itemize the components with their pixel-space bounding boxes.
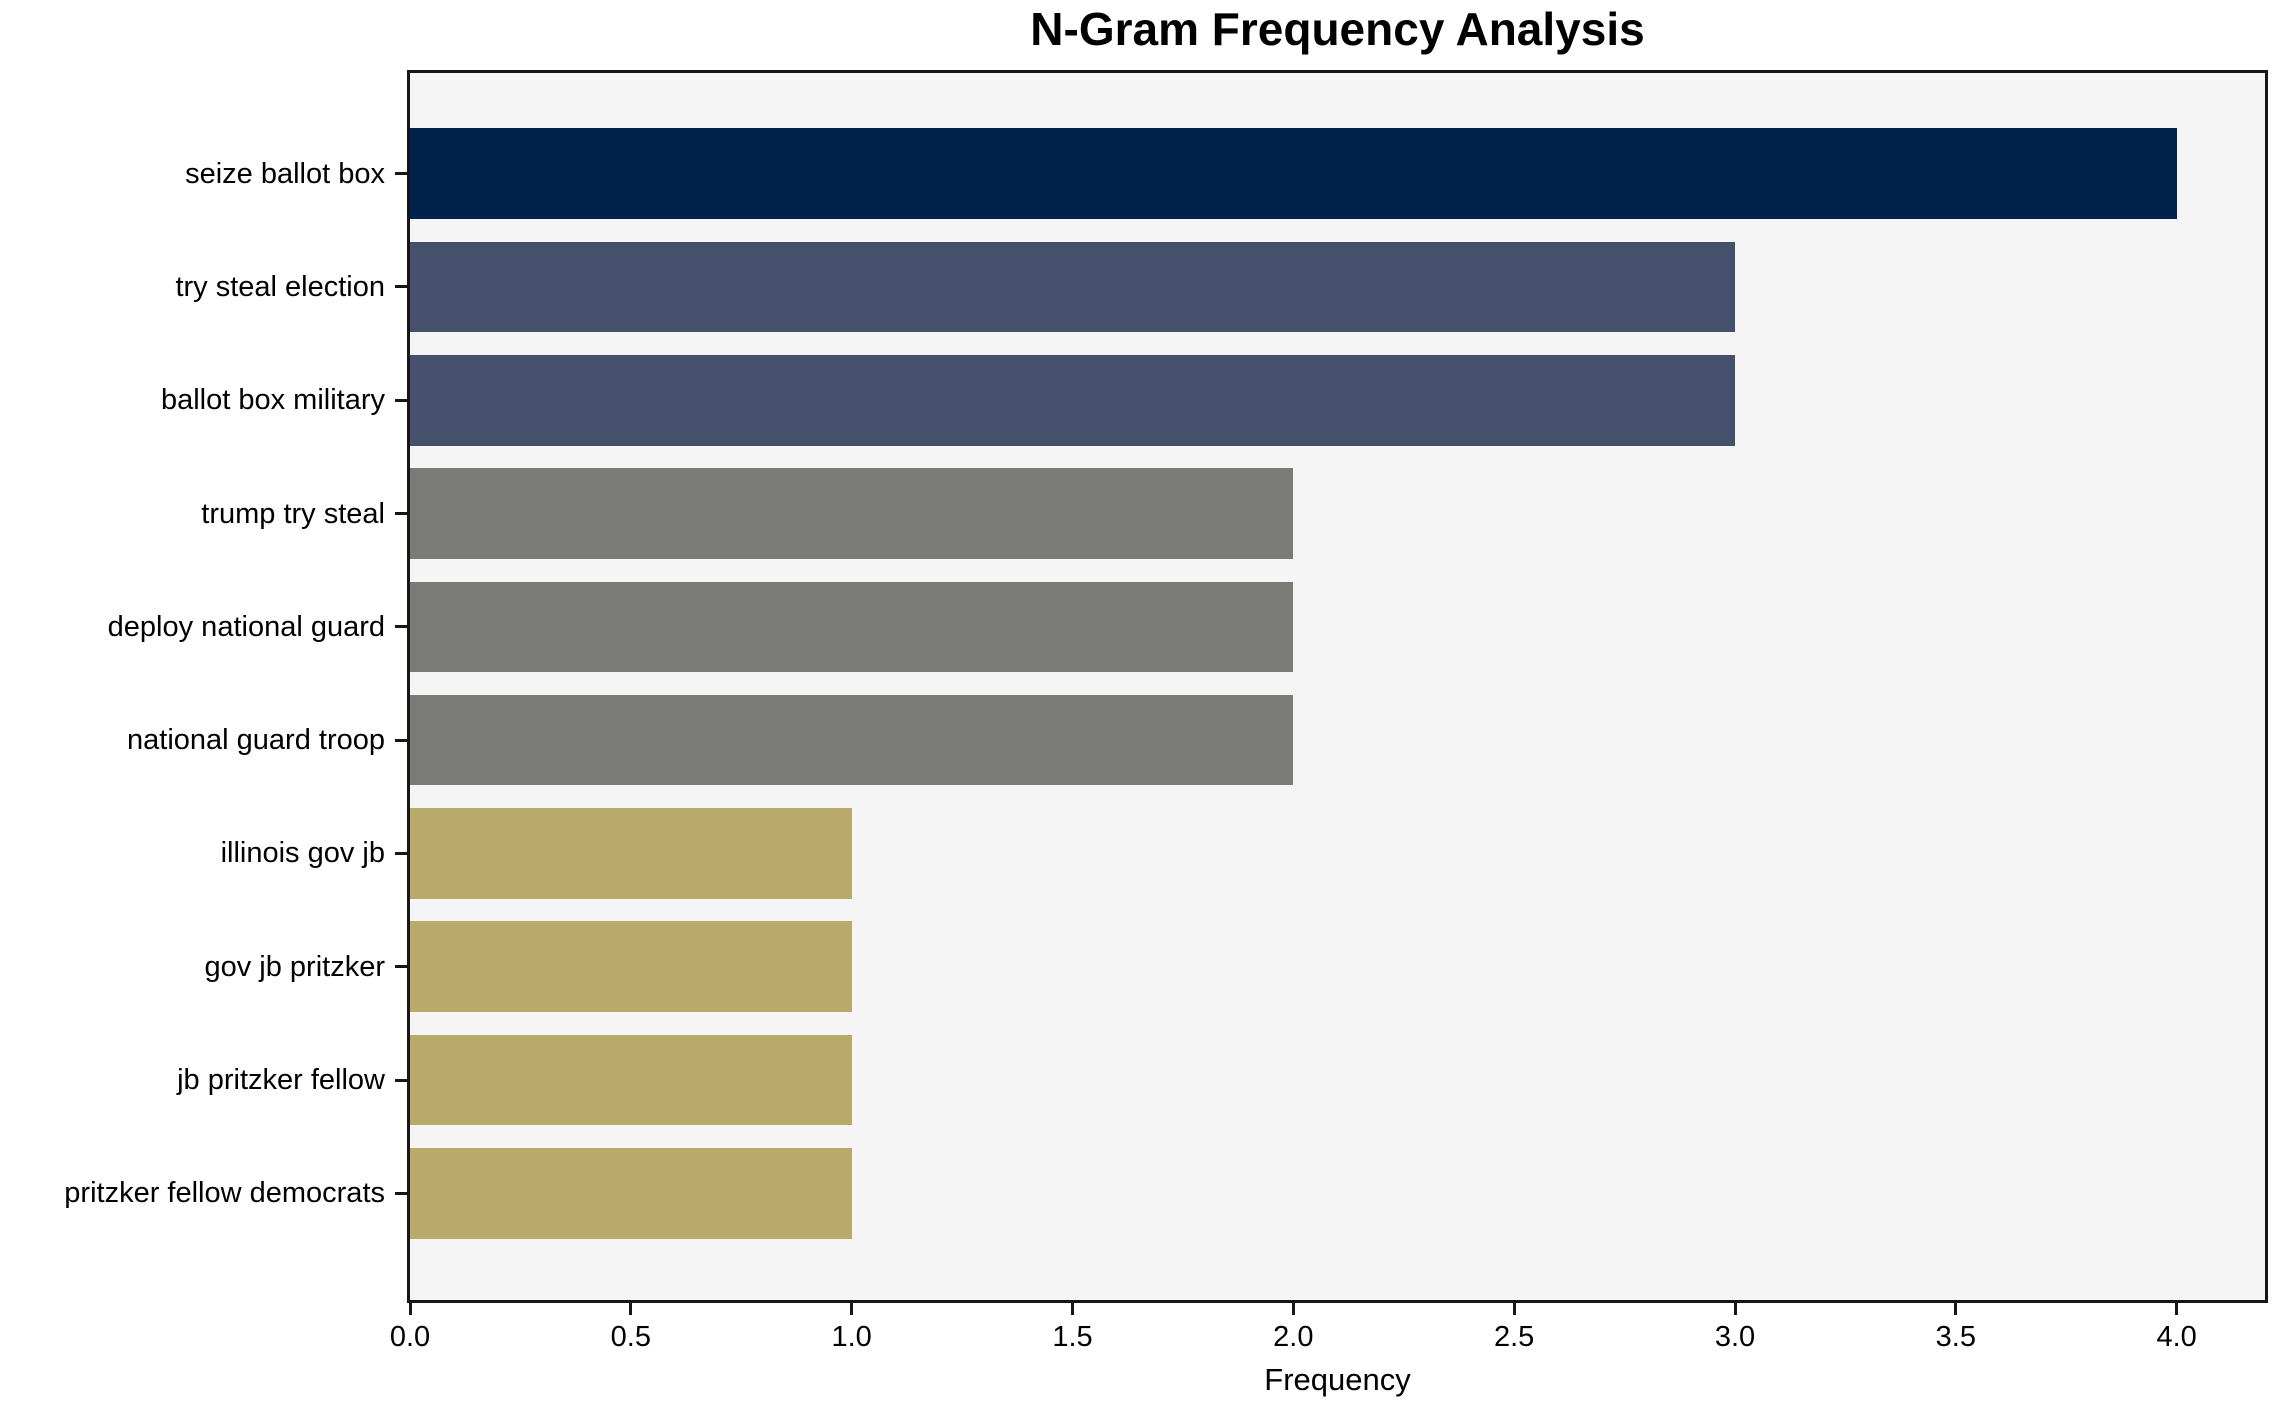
x-axis-title: Frequency [1264, 1362, 1411, 1397]
bar-try-steal-election [410, 241, 1735, 333]
bar-ballot-box-military [410, 354, 1735, 446]
y-tick-label: national guard troop [127, 724, 385, 757]
y-tick-mark [395, 285, 407, 289]
x-tick-label: 4.0 [2156, 1321, 2197, 1353]
y-tick-mark [395, 965, 407, 969]
y-tick-label: trump try steal [201, 497, 385, 530]
x-tick-label: 1.0 [831, 1321, 872, 1353]
y-tick-label: gov jb pritzker [204, 950, 385, 983]
y-tick-mark [395, 1078, 407, 1082]
x-tick-mark [1291, 1303, 1295, 1315]
x-tick-label: 0.0 [389, 1321, 431, 1353]
x-tick-label: 2.5 [1493, 1321, 1535, 1353]
bar-illinois-gov-jb [410, 808, 852, 899]
y-tick-label: deploy national guard [107, 610, 385, 643]
y-tick-mark [395, 512, 407, 516]
y-tick-mark [395, 738, 407, 742]
x-tick-mark [1954, 1303, 1958, 1315]
chart-title: N-Gram Frequency Analysis [1030, 3, 1645, 55]
x-tick-label: 2.0 [1273, 1321, 1314, 1353]
y-tick-label: ballot box military [160, 384, 385, 417]
x-tick-label: 3.5 [1935, 1321, 1976, 1353]
y-tick-label: seize ballot box [185, 157, 385, 190]
bar-seize-ballot-box [410, 128, 2177, 219]
y-tick-mark [395, 172, 407, 176]
bar-jb-pritzker-fellow [410, 1034, 852, 1126]
x-tick-mark [629, 1303, 633, 1315]
x-tick-label: 0.5 [610, 1321, 651, 1353]
x-tick-mark [850, 1303, 854, 1315]
y-tick-label: try steal election [175, 270, 385, 303]
bar-deploy-national-guard [410, 581, 1294, 673]
y-tick-label: jb pritzker fellow [177, 1064, 385, 1097]
x-tick-mark [408, 1303, 412, 1315]
y-tick-mark [395, 398, 407, 402]
x-tick-label: 3.0 [1714, 1321, 1756, 1353]
y-tick-label: pritzker fellow democrats [64, 1177, 385, 1210]
bar-gov-jb-pritzker [410, 921, 852, 1013]
y-tick-mark [395, 625, 407, 629]
plot-area [407, 70, 2268, 1303]
y-tick-mark [395, 851, 407, 855]
x-tick-mark [2175, 1303, 2179, 1315]
bar-trump-try-steal [410, 468, 1294, 559]
x-tick-mark [1512, 1303, 1516, 1315]
bar-national-guard-troop [410, 694, 1294, 786]
x-tick-label: 1.5 [1052, 1321, 1093, 1353]
x-tick-mark [1733, 1303, 1737, 1315]
x-tick-mark [1071, 1303, 1074, 1315]
bar-pritzker-fellow-democrats [410, 1148, 852, 1239]
y-tick-mark [395, 1191, 407, 1195]
y-tick-label: illinois gov jb [220, 837, 385, 870]
